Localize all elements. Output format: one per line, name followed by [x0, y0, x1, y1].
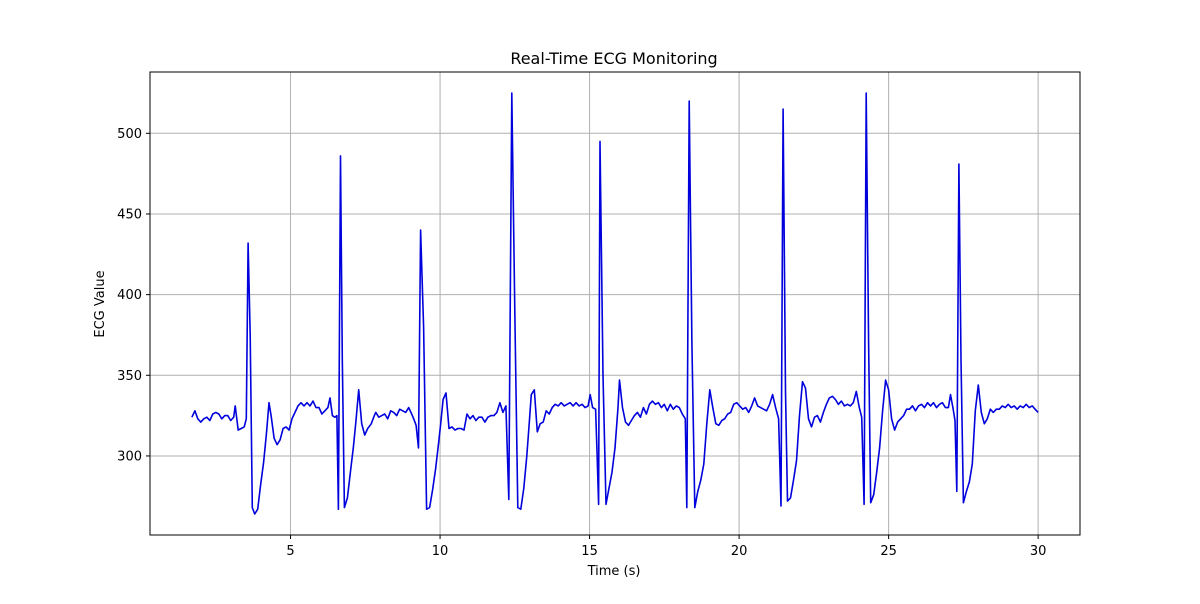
x-tick-label: 15: [581, 544, 598, 559]
x-tick-label: 25: [880, 544, 897, 559]
y-tick-label: 400: [117, 288, 142, 303]
x-tick-label: 20: [731, 544, 748, 559]
plot-area-frame: [149, 71, 1081, 536]
grid-lines: [150, 72, 1080, 535]
x-axis-label: Time (s): [587, 564, 641, 579]
y-axis-label: ECG Value: [93, 270, 108, 337]
y-tick-label: 300: [117, 449, 142, 464]
ecg-series-line: [191, 92, 1039, 515]
axis-ticks: 5 10 15 20 25 30 300 350 400 450 500: [117, 127, 1046, 559]
chart-title: Real-Time ECG Monitoring: [510, 49, 717, 68]
y-tick-label: 500: [117, 127, 142, 142]
x-tick-label: 30: [1030, 544, 1047, 559]
y-tick-label: 350: [117, 369, 142, 384]
y-tick-label: 450: [117, 207, 142, 222]
plot-data: [191, 92, 1039, 515]
x-tick-label: 5: [286, 544, 294, 559]
x-tick-label: 10: [432, 544, 449, 559]
